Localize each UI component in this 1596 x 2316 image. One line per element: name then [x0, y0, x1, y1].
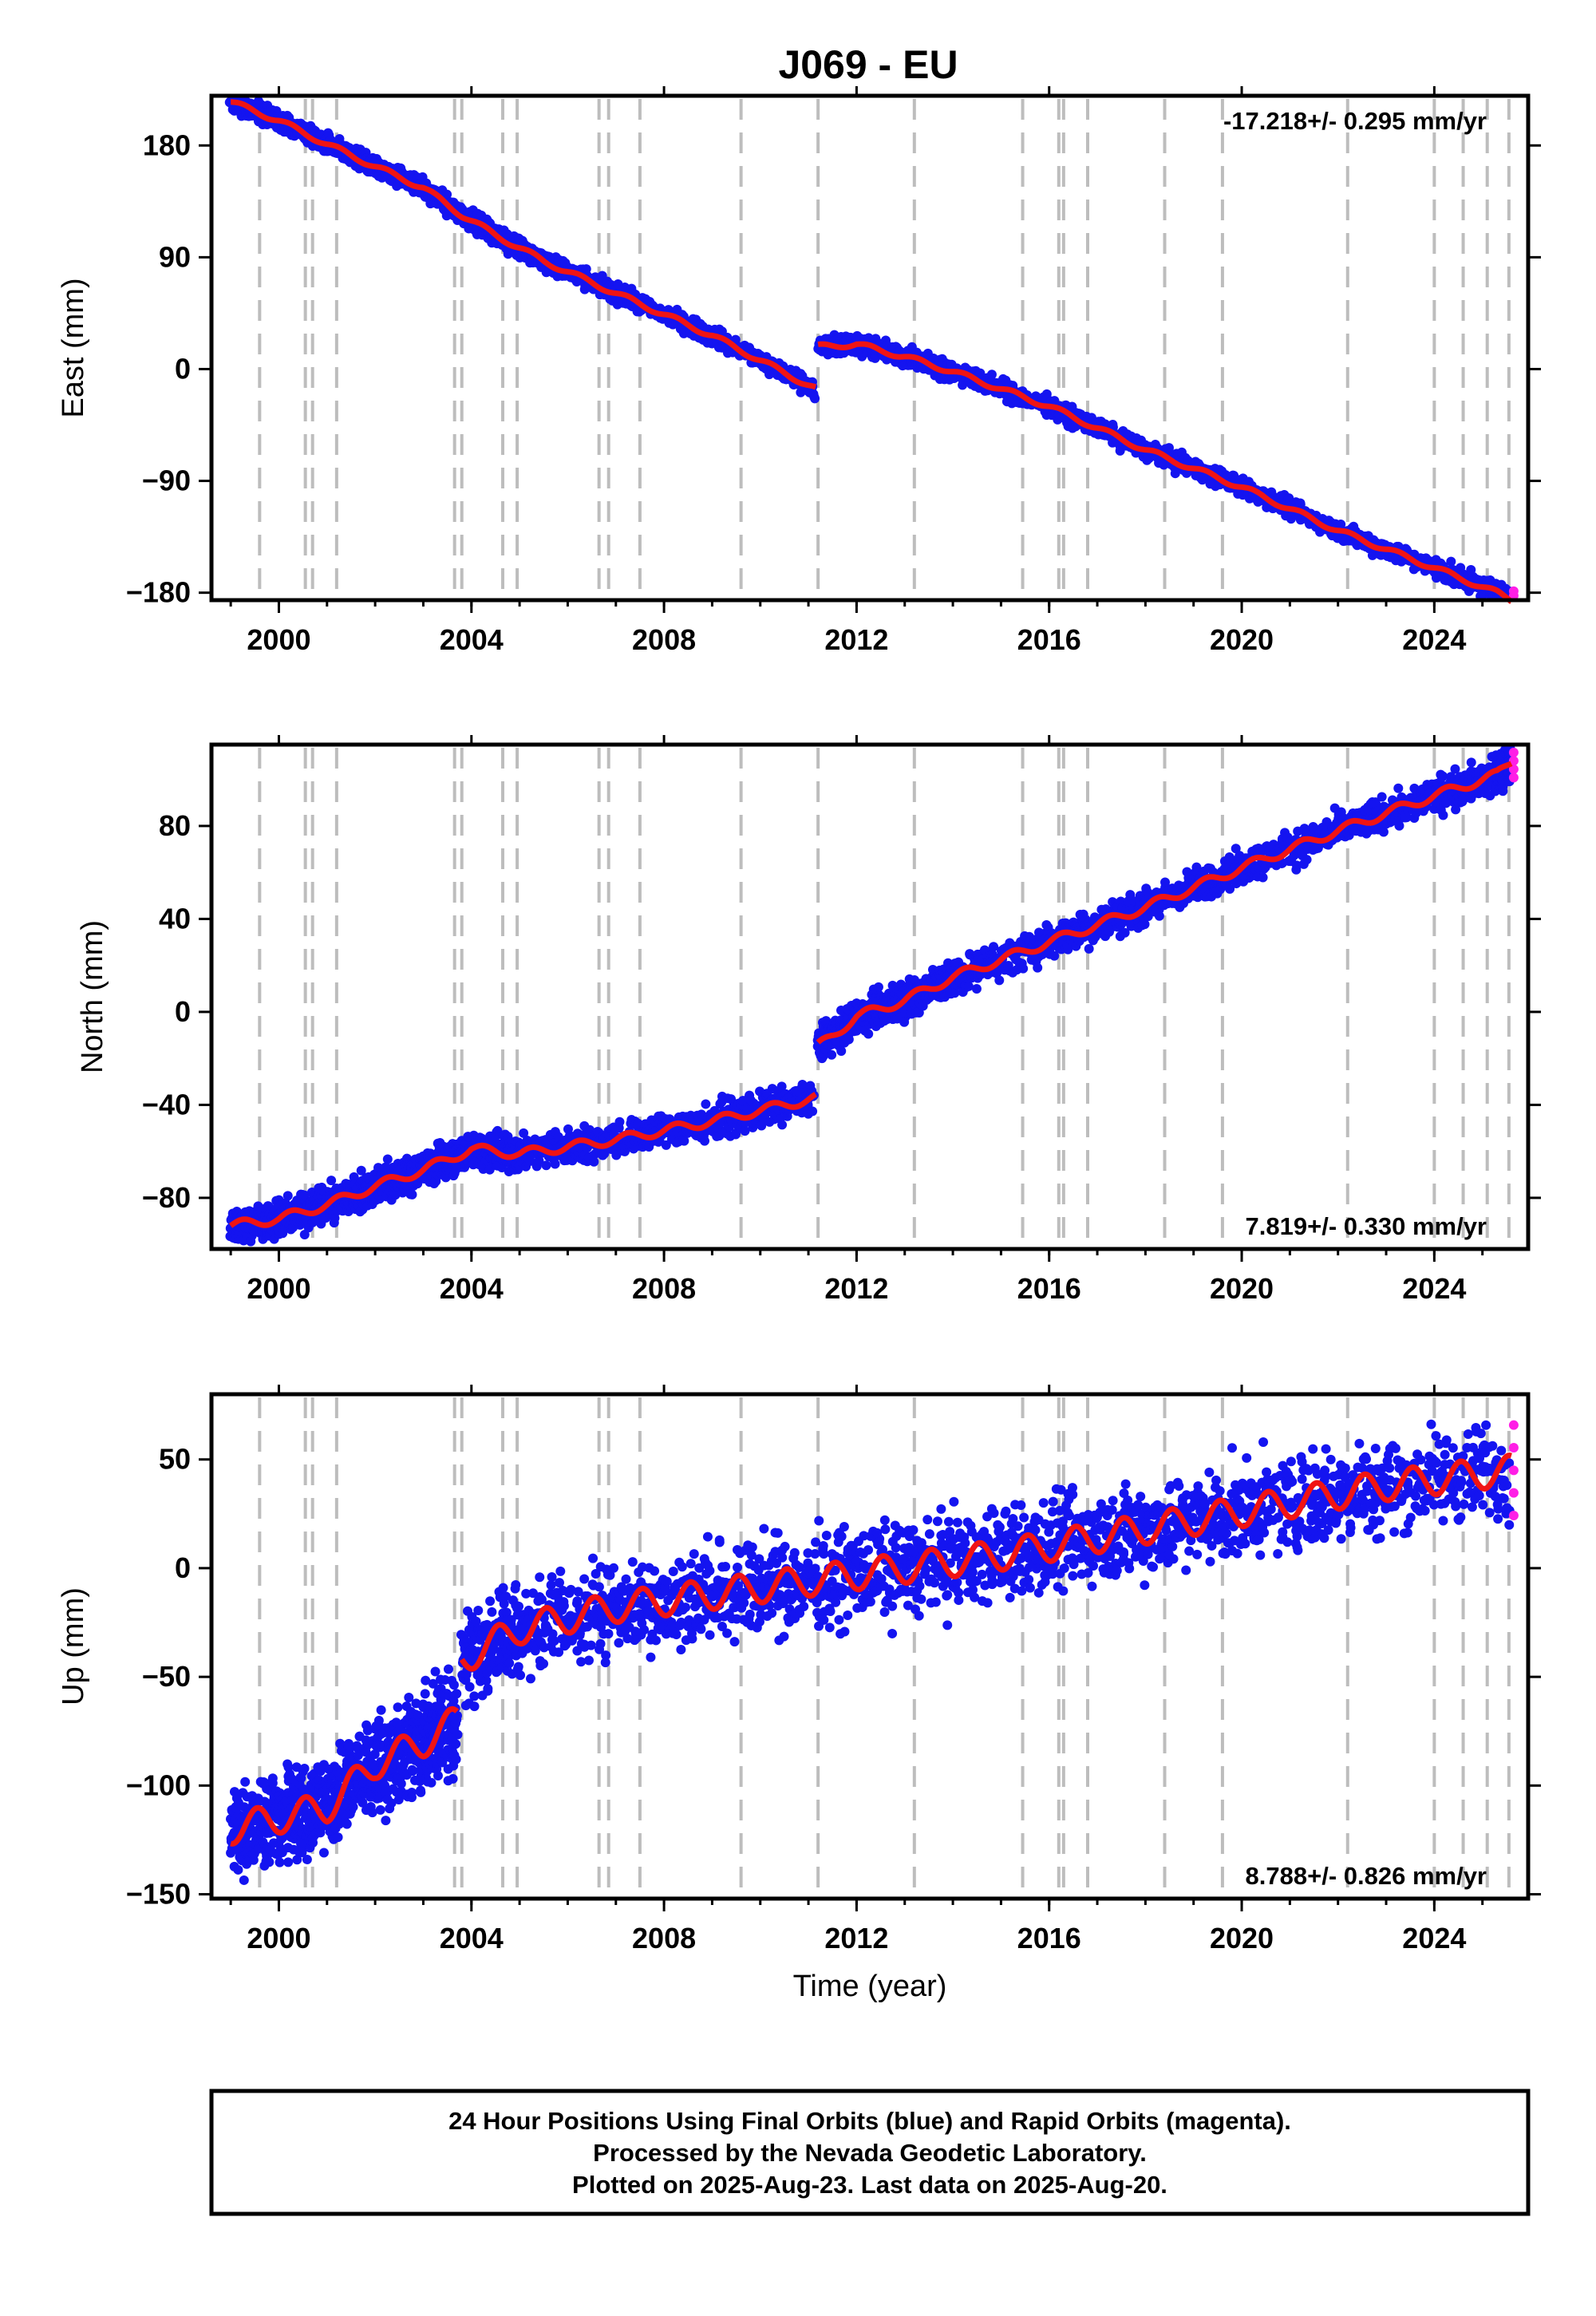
data-point: [1446, 556, 1456, 567]
x-tick-label: 2020: [1210, 623, 1274, 656]
data-point: [589, 1156, 599, 1167]
data-point: [382, 1154, 393, 1164]
y-tick-label: −90: [142, 464, 191, 497]
rate-label: -17.218+/- 0.295 mm/yr: [1223, 107, 1487, 135]
data-point: [246, 1236, 256, 1247]
y-tick-label: 180: [143, 128, 191, 161]
data-point: [614, 1117, 625, 1127]
data-point: [541, 1160, 551, 1171]
y-tick-label: 0: [175, 352, 191, 385]
data-point: [326, 1176, 337, 1186]
x-tick-label: 2016: [1017, 623, 1081, 656]
x-tick-label: 2012: [824, 623, 888, 656]
rapid-orbit-point: [1508, 586, 1519, 596]
x-tick-label: 2000: [247, 623, 310, 656]
y-tick-label: −180: [126, 576, 191, 609]
east-panel: 2000 2004 2008 2012 2016 2020 2024 −180 −90 0 90 18…: [57, 86, 1541, 656]
x-tick-label: 2004: [440, 623, 504, 656]
chart-title: J069 - EU: [778, 42, 958, 87]
data-point: [282, 1191, 293, 1201]
y-tick-label: 90: [159, 240, 191, 273]
y-axis-label: East (mm): [57, 278, 90, 417]
data-point: [986, 370, 997, 380]
data-point: [550, 1159, 560, 1169]
x-tick-label: 2024: [1402, 623, 1466, 656]
data-point: [405, 1189, 416, 1199]
x-tick-label: 2008: [632, 623, 696, 656]
data-point: [808, 389, 819, 399]
north-panel: 2000 2004 2008 2012 2016 2020 2024−80−4004080N…: [76, 735, 1541, 1305]
